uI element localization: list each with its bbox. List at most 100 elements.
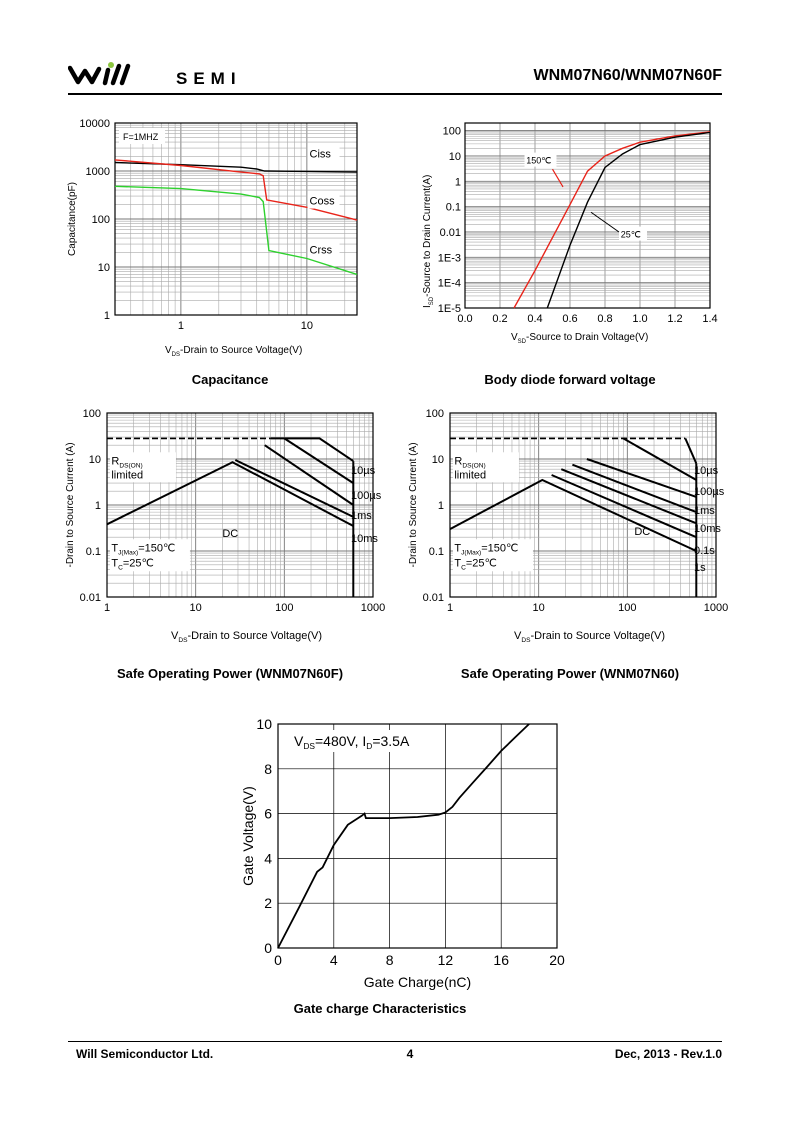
soa-line-1ms bbox=[586, 458, 697, 498]
annotation-frequency: F=1MHZ bbox=[123, 132, 159, 142]
soa-label: 1s bbox=[694, 562, 706, 574]
logo-mark-icon bbox=[67, 62, 131, 86]
soa-label: 0.1s bbox=[694, 545, 715, 557]
soa-line-1ms bbox=[264, 444, 354, 506]
x-tick-label: 0.6 bbox=[562, 313, 577, 325]
y-axis-label: Capacitance(pF) bbox=[67, 182, 78, 256]
y-tick-label: 2 bbox=[264, 895, 272, 911]
y-tick-label: 0.1 bbox=[429, 546, 444, 558]
y-tick-label: 0.1 bbox=[446, 202, 461, 214]
y-tick-label: 10 bbox=[98, 262, 110, 274]
tc-label: TC=25℃ bbox=[111, 557, 154, 571]
x-tick-label: 0.8 bbox=[597, 313, 612, 325]
plot-frame bbox=[106, 412, 374, 598]
y-tick-label: 10 bbox=[449, 151, 461, 163]
x-tick-label: 1 bbox=[447, 602, 453, 614]
brand-text: SEMI bbox=[176, 69, 242, 88]
y-tick-label: 10000 bbox=[79, 118, 110, 130]
soa-line-100s bbox=[622, 437, 697, 481]
y-axis-label: ISD-Source to Drain Current(A) bbox=[422, 175, 435, 308]
series-label-bg bbox=[619, 226, 647, 241]
dc-label: DC bbox=[634, 526, 650, 538]
y-tick-label: 1 bbox=[104, 310, 110, 322]
soa-label: 100µs bbox=[694, 486, 725, 498]
series-crss bbox=[114, 185, 358, 276]
y-tick-label: 1E-3 bbox=[438, 252, 461, 264]
x-tick-label: 1.0 bbox=[632, 313, 647, 325]
plot-frame bbox=[449, 412, 717, 598]
y-tick-label: 100 bbox=[443, 126, 461, 138]
y-tick-label: 0.01 bbox=[440, 227, 461, 239]
header-divider bbox=[68, 93, 722, 95]
caption-body-diode: Body diode forward voltage bbox=[484, 372, 656, 387]
capacitance-chart: 10000 1000 100 10 1 1 10 VDS-Drain to Source Vo… bbox=[67, 118, 358, 358]
x-tick-label: 100 bbox=[618, 602, 636, 614]
caption-gate-charge: Gate charge Characteristics bbox=[293, 1001, 467, 1016]
series-ciss bbox=[114, 161, 358, 173]
y-tick-label: 1 bbox=[438, 500, 444, 512]
series-label-bg bbox=[307, 241, 340, 258]
series-25c bbox=[546, 131, 711, 309]
annotation-bg bbox=[286, 730, 410, 752]
x-tick-label: 100 bbox=[275, 602, 293, 614]
x-axis-label: Gate Charge(nC) bbox=[364, 974, 471, 990]
footer-date: Dec, 2013 - Rev.1.0 bbox=[614, 1047, 722, 1061]
gridlines bbox=[277, 723, 558, 949]
series-label-25c: 25℃ bbox=[621, 230, 641, 240]
y-tick-label: 0.01 bbox=[80, 592, 101, 604]
series-label-bg bbox=[307, 192, 340, 209]
y-tick-label: 0 bbox=[264, 940, 272, 956]
soa-label: 1ms bbox=[694, 505, 715, 517]
rds-label-bg bbox=[452, 452, 519, 483]
x-axis-label: VSD-Source to Drain Voltage(V) bbox=[511, 332, 648, 345]
x-tick-label: 0 bbox=[274, 952, 282, 968]
x-tick-label: 10 bbox=[533, 602, 545, 614]
series-label-ciss: Ciss bbox=[310, 149, 332, 161]
soa-label: 10µs bbox=[694, 465, 719, 477]
soa-line-10ms bbox=[234, 459, 354, 518]
footer-company: Will Semiconductor Ltd. bbox=[76, 1047, 214, 1061]
plot-frame bbox=[277, 723, 558, 949]
caption-soa: Safe Operating Power (WNM07N60) bbox=[460, 666, 680, 681]
gate-voltage-curve bbox=[277, 723, 530, 949]
y-tick-label: 100 bbox=[92, 214, 110, 226]
y-tick-label: 10 bbox=[89, 454, 101, 466]
conditions-bg bbox=[452, 539, 533, 572]
caption-soa-f: Safe Operating Power (WNM07N60F) bbox=[116, 666, 344, 681]
caption-capacitance: Capacitance bbox=[191, 372, 269, 387]
plot-frame bbox=[464, 122, 711, 309]
dc-label: DC bbox=[222, 528, 238, 540]
tj-label: TJ(Max)=150℃ bbox=[111, 542, 175, 556]
y-tick-label: 1 bbox=[455, 176, 461, 188]
rds-label-bg bbox=[109, 452, 176, 483]
logo bbox=[67, 62, 168, 88]
soa-label: 10µs bbox=[351, 465, 376, 477]
soa-line-10s bbox=[270, 437, 354, 462]
y-tick-label: 6 bbox=[264, 806, 272, 822]
x-tick-label: 20 bbox=[549, 952, 565, 968]
x-tick-label: 1 bbox=[104, 602, 110, 614]
soa-line-dc bbox=[449, 478, 697, 552]
x-tick-label: 0.2 bbox=[492, 313, 507, 325]
series-label-bg bbox=[307, 145, 340, 162]
y-tick-label: 8 bbox=[264, 761, 272, 777]
y-tick-label: 1E-5 bbox=[438, 303, 461, 315]
part-number: WNM07N60/WNM07N60F bbox=[533, 67, 722, 84]
x-tick-label: 16 bbox=[493, 952, 509, 968]
y-tick-label: 10 bbox=[432, 454, 444, 466]
x-tick-label: 4 bbox=[330, 952, 338, 968]
soa-line-10ms bbox=[572, 463, 697, 514]
x-tick-label: 0.0 bbox=[457, 313, 472, 325]
soa-line-1s bbox=[551, 474, 697, 539]
x-tick-label: 12 bbox=[438, 952, 454, 968]
series-coss bbox=[114, 159, 358, 221]
soa-line-100s bbox=[283, 437, 354, 484]
y-gridlines bbox=[465, 122, 710, 309]
series-label-150c: 150℃ bbox=[526, 156, 551, 166]
x-tick-label: 1.2 bbox=[667, 313, 682, 325]
y-tick-label: 1 bbox=[95, 500, 101, 512]
soa-label: 10ms bbox=[694, 523, 721, 535]
